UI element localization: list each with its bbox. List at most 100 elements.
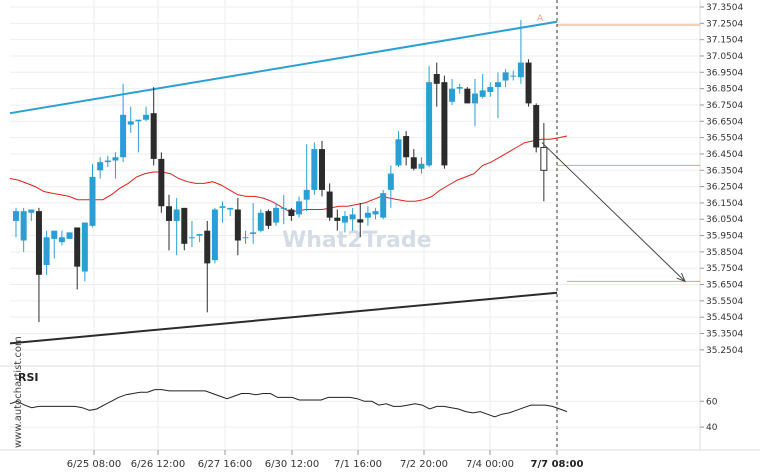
candle-body	[464, 88, 471, 104]
candle-body	[296, 201, 303, 215]
y-tick-label: 36.3504	[706, 166, 743, 176]
y-tick-label: 36.8504	[706, 85, 743, 95]
candle-body	[364, 212, 371, 218]
candle-body	[449, 88, 456, 102]
candle-body	[13, 211, 19, 221]
candle-body	[166, 206, 172, 221]
y-tick-label: 36.6504	[706, 117, 743, 127]
candle-body	[234, 209, 241, 241]
chart-grid	[0, 0, 760, 451]
y-tick-label: 35.5504	[706, 297, 743, 307]
candle-body	[380, 193, 387, 218]
candle-body	[28, 209, 35, 213]
candle-body	[181, 207, 188, 244]
y-tick-label: 35.9504	[706, 232, 743, 242]
candle-body	[204, 230, 211, 264]
side-watermark: www.autochartist.com	[13, 336, 24, 448]
x-tick-label: 7/4 00:00	[466, 459, 514, 470]
x-axis-ticks: 6/25 08:00 6/26 12:00 6/27 16:00 6/30 12:00…	[67, 450, 583, 470]
candle-body	[66, 232, 73, 239]
candle-body	[257, 212, 264, 231]
candle-body	[97, 162, 104, 171]
y-tick-label: 35.6504	[706, 281, 743, 291]
y-tick-label: 37.0504	[706, 52, 743, 62]
watermark: What2Trade	[282, 228, 432, 253]
candle-body	[265, 211, 272, 226]
candle-body	[341, 216, 348, 223]
candle-body	[456, 87, 463, 89]
candle-body	[89, 176, 96, 226]
candle-body	[74, 227, 81, 267]
candle-body	[104, 160, 111, 163]
candle-body	[510, 75, 517, 77]
candle-body	[227, 207, 234, 210]
candle-body	[196, 233, 203, 236]
candle-body	[120, 114, 127, 158]
candle-body	[219, 206, 226, 208]
rsi-tick-label: 40	[706, 423, 718, 433]
candle-body	[58, 237, 65, 243]
candle-body	[158, 158, 165, 207]
candle-body	[357, 219, 364, 223]
x-tick-label: 6/30 12:00	[265, 459, 319, 470]
candle-body	[410, 157, 417, 169]
candle-body	[525, 62, 532, 104]
candle-body	[273, 207, 280, 223]
candle-body	[517, 62, 524, 78]
candle-body	[403, 136, 410, 158]
y-tick-label: 36.1504	[706, 199, 743, 209]
candle-body	[173, 209, 180, 221]
candle-body	[540, 146, 548, 171]
candle-body	[441, 82, 448, 166]
candle-body	[51, 230, 58, 239]
candle-body	[372, 211, 379, 215]
rsi-line	[9, 389, 568, 418]
channel-top-line	[9, 20, 558, 115]
projection-arrowhead	[676, 272, 686, 283]
candle-body	[487, 87, 494, 92]
candle-body	[250, 232, 257, 234]
candle-body	[43, 237, 50, 266]
x-tick-label: 6/25 08:00	[67, 459, 121, 470]
y-tick-label: 36.7504	[706, 101, 743, 111]
y-tick-label: 37.1504	[706, 36, 743, 46]
candle-body	[426, 82, 433, 166]
candle-body	[288, 209, 295, 217]
y-tick-label: 36.9504	[706, 68, 743, 78]
candle-body	[150, 113, 157, 159]
x-tick-label: 7/2 20:00	[400, 459, 448, 470]
candle-body	[334, 217, 341, 221]
candle-body	[188, 237, 195, 239]
y-tick-label: 35.4504	[706, 313, 743, 323]
rsi-panel: 60 40	[0, 365, 718, 433]
channel-bottom-line	[9, 291, 558, 345]
candle-body	[303, 189, 310, 200]
candle-body	[349, 214, 356, 220]
y-tick-label: 36.5504	[706, 134, 743, 144]
candle-body	[211, 209, 218, 261]
candle-body	[395, 139, 402, 166]
channel-lines	[9, 20, 558, 345]
y-tick-label: 36.2504	[706, 183, 743, 193]
candle-body	[112, 157, 119, 161]
candle-body	[20, 211, 27, 241]
y-tick-label: 37.2504	[706, 19, 743, 29]
candle-body	[502, 72, 509, 81]
projection-arrow	[541, 142, 686, 283]
y-tick-label: 37.3504	[706, 3, 743, 13]
x-tick-label: 6/26 12:00	[131, 459, 185, 470]
y-tick-label: 36.0504	[706, 215, 743, 225]
candle-body	[242, 237, 249, 239]
watermark-text: What2Trade	[282, 228, 432, 253]
y-tick-label: 35.8504	[706, 248, 743, 258]
projection-line	[541, 142, 686, 282]
candle-body	[143, 114, 150, 120]
level-lines	[556, 0, 700, 450]
candle-body	[326, 191, 333, 218]
candle-body	[135, 119, 142, 122]
candle-body	[494, 82, 501, 88]
candle-body	[472, 93, 478, 104]
y-tick-label: 36.4504	[706, 150, 743, 160]
candle-body	[280, 207, 287, 209]
